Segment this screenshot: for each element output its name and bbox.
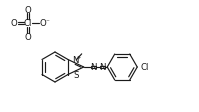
Text: S: S [73,70,79,79]
Text: N: N [91,63,97,72]
Text: N: N [72,56,78,65]
Text: O: O [11,19,17,28]
Text: Cl: Cl [24,19,32,28]
Text: O: O [25,33,31,42]
Text: N: N [100,63,106,72]
Text: O: O [40,19,46,28]
Text: O: O [25,6,31,15]
Text: +: + [77,55,81,60]
Text: Cl: Cl [140,63,148,72]
Text: ⁻: ⁻ [46,19,49,25]
